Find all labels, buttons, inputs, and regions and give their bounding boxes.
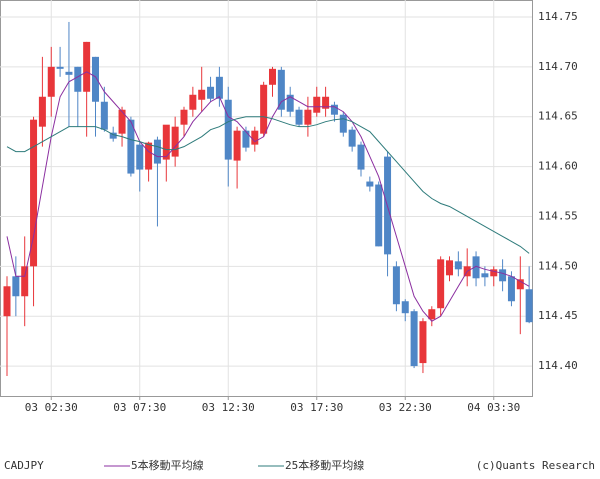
candle-body bbox=[392, 266, 400, 305]
candle-body bbox=[428, 309, 436, 320]
y-tick-label: 114.40 bbox=[538, 359, 578, 372]
candle-body bbox=[118, 109, 126, 134]
candle-body bbox=[12, 276, 20, 297]
candle-body bbox=[348, 129, 356, 147]
candle-body bbox=[269, 68, 276, 85]
copyright: (c)Quants Research bbox=[476, 459, 595, 472]
candle-body bbox=[366, 181, 374, 187]
candle-body bbox=[189, 94, 197, 110]
x-tick-label: 03 02:30 bbox=[25, 401, 78, 414]
candle-body bbox=[38, 96, 46, 127]
candle-body bbox=[330, 104, 338, 115]
candle-body bbox=[224, 99, 232, 160]
y-tick-label: 114.65 bbox=[538, 110, 578, 123]
candle-body bbox=[100, 101, 108, 130]
x-tick-label: 04 03:30 bbox=[467, 401, 520, 414]
candle-body bbox=[47, 66, 55, 97]
candle-body bbox=[30, 119, 38, 267]
candle-body bbox=[313, 96, 321, 113]
candle-body bbox=[215, 76, 223, 99]
candle-body bbox=[401, 301, 409, 314]
candle-body bbox=[507, 276, 515, 302]
candle-body bbox=[145, 142, 153, 170]
candle-body bbox=[357, 144, 365, 170]
candle-body bbox=[419, 321, 427, 364]
candle-body bbox=[207, 86, 215, 99]
candle-body bbox=[260, 84, 268, 134]
candle-body bbox=[74, 66, 82, 92]
candle-body bbox=[490, 269, 498, 277]
candle-body bbox=[472, 256, 480, 279]
candle-body bbox=[242, 130, 250, 148]
candle-body bbox=[277, 69, 285, 110]
y-tick-label: 114.50 bbox=[538, 259, 578, 272]
candle-body bbox=[127, 119, 135, 174]
candle-body bbox=[153, 139, 161, 164]
legend-label: 25本移動平均線 bbox=[285, 458, 364, 472]
y-tick-label: 114.60 bbox=[538, 160, 578, 173]
y-tick-label: 114.45 bbox=[538, 309, 578, 322]
candle-body bbox=[171, 126, 179, 157]
candle-body bbox=[446, 260, 453, 276]
y-tick-label: 114.70 bbox=[538, 60, 578, 73]
candle-body bbox=[83, 41, 91, 92]
plot-frame bbox=[0, 0, 533, 397]
candle-body bbox=[65, 71, 73, 75]
x-tick-label: 03 12:30 bbox=[202, 401, 255, 414]
candle-body bbox=[92, 56, 99, 102]
candle-body bbox=[481, 273, 489, 278]
candle-body bbox=[251, 130, 259, 145]
candle-body bbox=[56, 66, 64, 69]
y-tick-label: 114.75 bbox=[538, 10, 578, 23]
candle-body bbox=[410, 311, 418, 367]
candle-body bbox=[437, 259, 445, 309]
candle-body bbox=[499, 269, 507, 282]
candle-body bbox=[162, 124, 170, 160]
candle-body bbox=[21, 266, 29, 297]
x-tick-label: 03 07:30 bbox=[113, 401, 166, 414]
candle-body bbox=[322, 96, 330, 109]
candle-body bbox=[304, 109, 312, 125]
candle-body bbox=[516, 279, 524, 290]
x-tick-label: 03 22:30 bbox=[379, 401, 432, 414]
candle-body bbox=[454, 261, 462, 270]
moving-average-line bbox=[6, 71, 530, 322]
candle-body bbox=[286, 94, 294, 112]
candle-body bbox=[295, 109, 303, 125]
candle-body bbox=[3, 286, 11, 317]
x-tick-label: 03 17:30 bbox=[290, 401, 343, 414]
candle-body bbox=[136, 144, 144, 170]
candle-body bbox=[233, 130, 241, 161]
candle-body bbox=[198, 89, 206, 100]
candle-body bbox=[180, 109, 188, 125]
y-tick-label: 114.55 bbox=[538, 209, 578, 222]
legend-label: 5本移動平均線 bbox=[131, 458, 204, 472]
candle-body bbox=[375, 184, 383, 247]
symbol: CADJPY bbox=[4, 459, 44, 472]
candle-body bbox=[339, 114, 347, 133]
moving-average-line bbox=[6, 116, 530, 254]
candle-body bbox=[525, 289, 533, 323]
candle-body bbox=[109, 132, 117, 139]
